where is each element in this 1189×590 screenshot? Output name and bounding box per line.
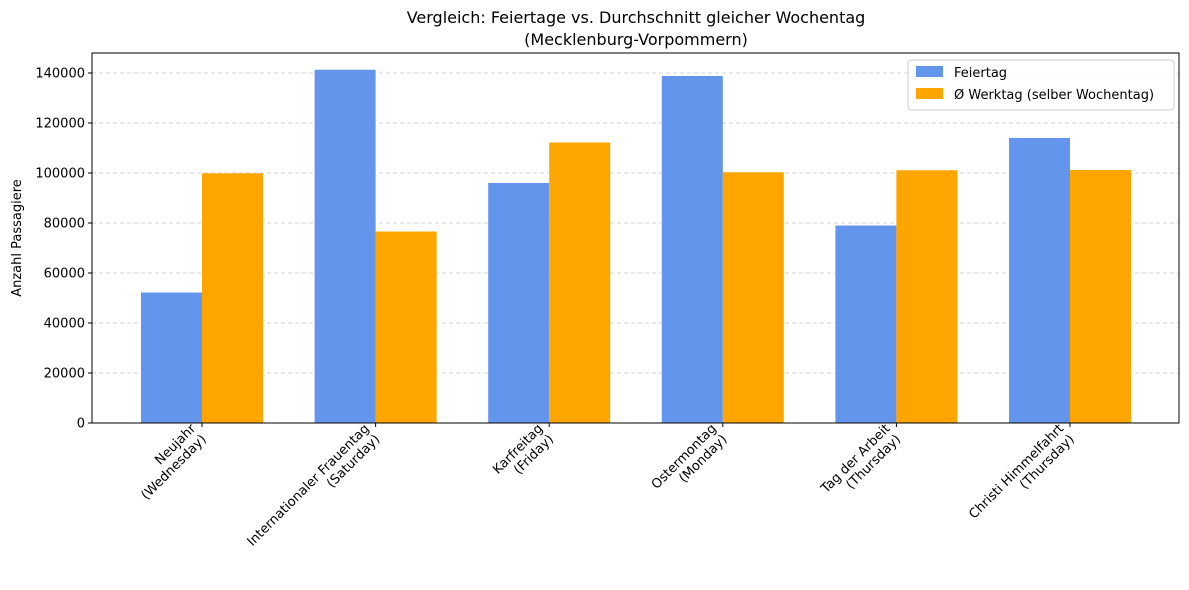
bar-werktag-1	[375, 231, 437, 423]
x-tick-label-line: Internationaler Frauentag	[245, 421, 373, 549]
x-tick-label: Internationaler Frauentag(Saturday)	[245, 421, 384, 549]
x-tick-label: Karfreitag(Friday)	[490, 421, 557, 477]
bar-feiertag-3	[661, 76, 723, 423]
bar-feiertag-2	[488, 183, 550, 423]
y-axis: 0 20000 40000 60000 80000 100000 120000 140000	[35, 67, 92, 432]
y-tick-label: 140000	[35, 67, 85, 82]
chart-title-line-2: (Mecklenburg-Vorpommern)	[524, 30, 748, 49]
y-tick-label: 60000	[44, 267, 85, 282]
bar-feiertag-1	[314, 69, 376, 423]
chart-title-line-1: Vergleich: Feiertage vs. Durchschnitt gl…	[407, 8, 866, 27]
bar-werktag-2	[549, 142, 611, 423]
legend-label-feiertag: Feiertag	[954, 66, 1007, 81]
y-axis-label: Anzahl Passagiere	[10, 179, 25, 297]
bar-werktag-5	[1070, 170, 1131, 423]
y-tick-label: 100000	[35, 167, 85, 182]
x-axis: Neujahr(Wednesday) Internationaler Frauen…	[139, 421, 1078, 550]
x-tick-label: Christi Himmelfahrt(Thursday)	[966, 421, 1077, 522]
legend-frame	[907, 59, 1175, 111]
bars	[141, 69, 1131, 423]
bar-feiertag-0	[141, 292, 202, 423]
bar-werktag-0	[202, 173, 263, 423]
bar-feiertag-5	[1009, 138, 1070, 423]
x-tick-label: Ostermontag(Monday)	[649, 421, 731, 492]
x-tick-label: Neujahr(Wednesday)	[139, 421, 210, 503]
legend-swatch-werktag	[916, 88, 943, 99]
bar-werktag-4	[896, 170, 958, 423]
legend-swatch-feiertag	[916, 66, 943, 77]
legend-label-werktag: Ø Werktag (selber Wochentag)	[954, 88, 1154, 103]
legend: Feiertag Ø Werktag (selber Wochentag)	[907, 59, 1175, 111]
x-tick-label: Tag der Arbeit(Thursday)	[818, 421, 904, 497]
x-tick-label-line: Christi Himmelfahrt	[966, 421, 1067, 522]
y-tick-label: 80000	[44, 217, 85, 232]
y-tick-label: 40000	[44, 317, 85, 332]
y-tick-label: 0	[77, 417, 85, 432]
bar-werktag-3	[722, 172, 784, 423]
y-tick-label: 20000	[44, 367, 85, 382]
bar-feiertag-4	[835, 225, 897, 423]
y-tick-label: 120000	[35, 117, 85, 132]
plot-frame	[91, 52, 1180, 424]
